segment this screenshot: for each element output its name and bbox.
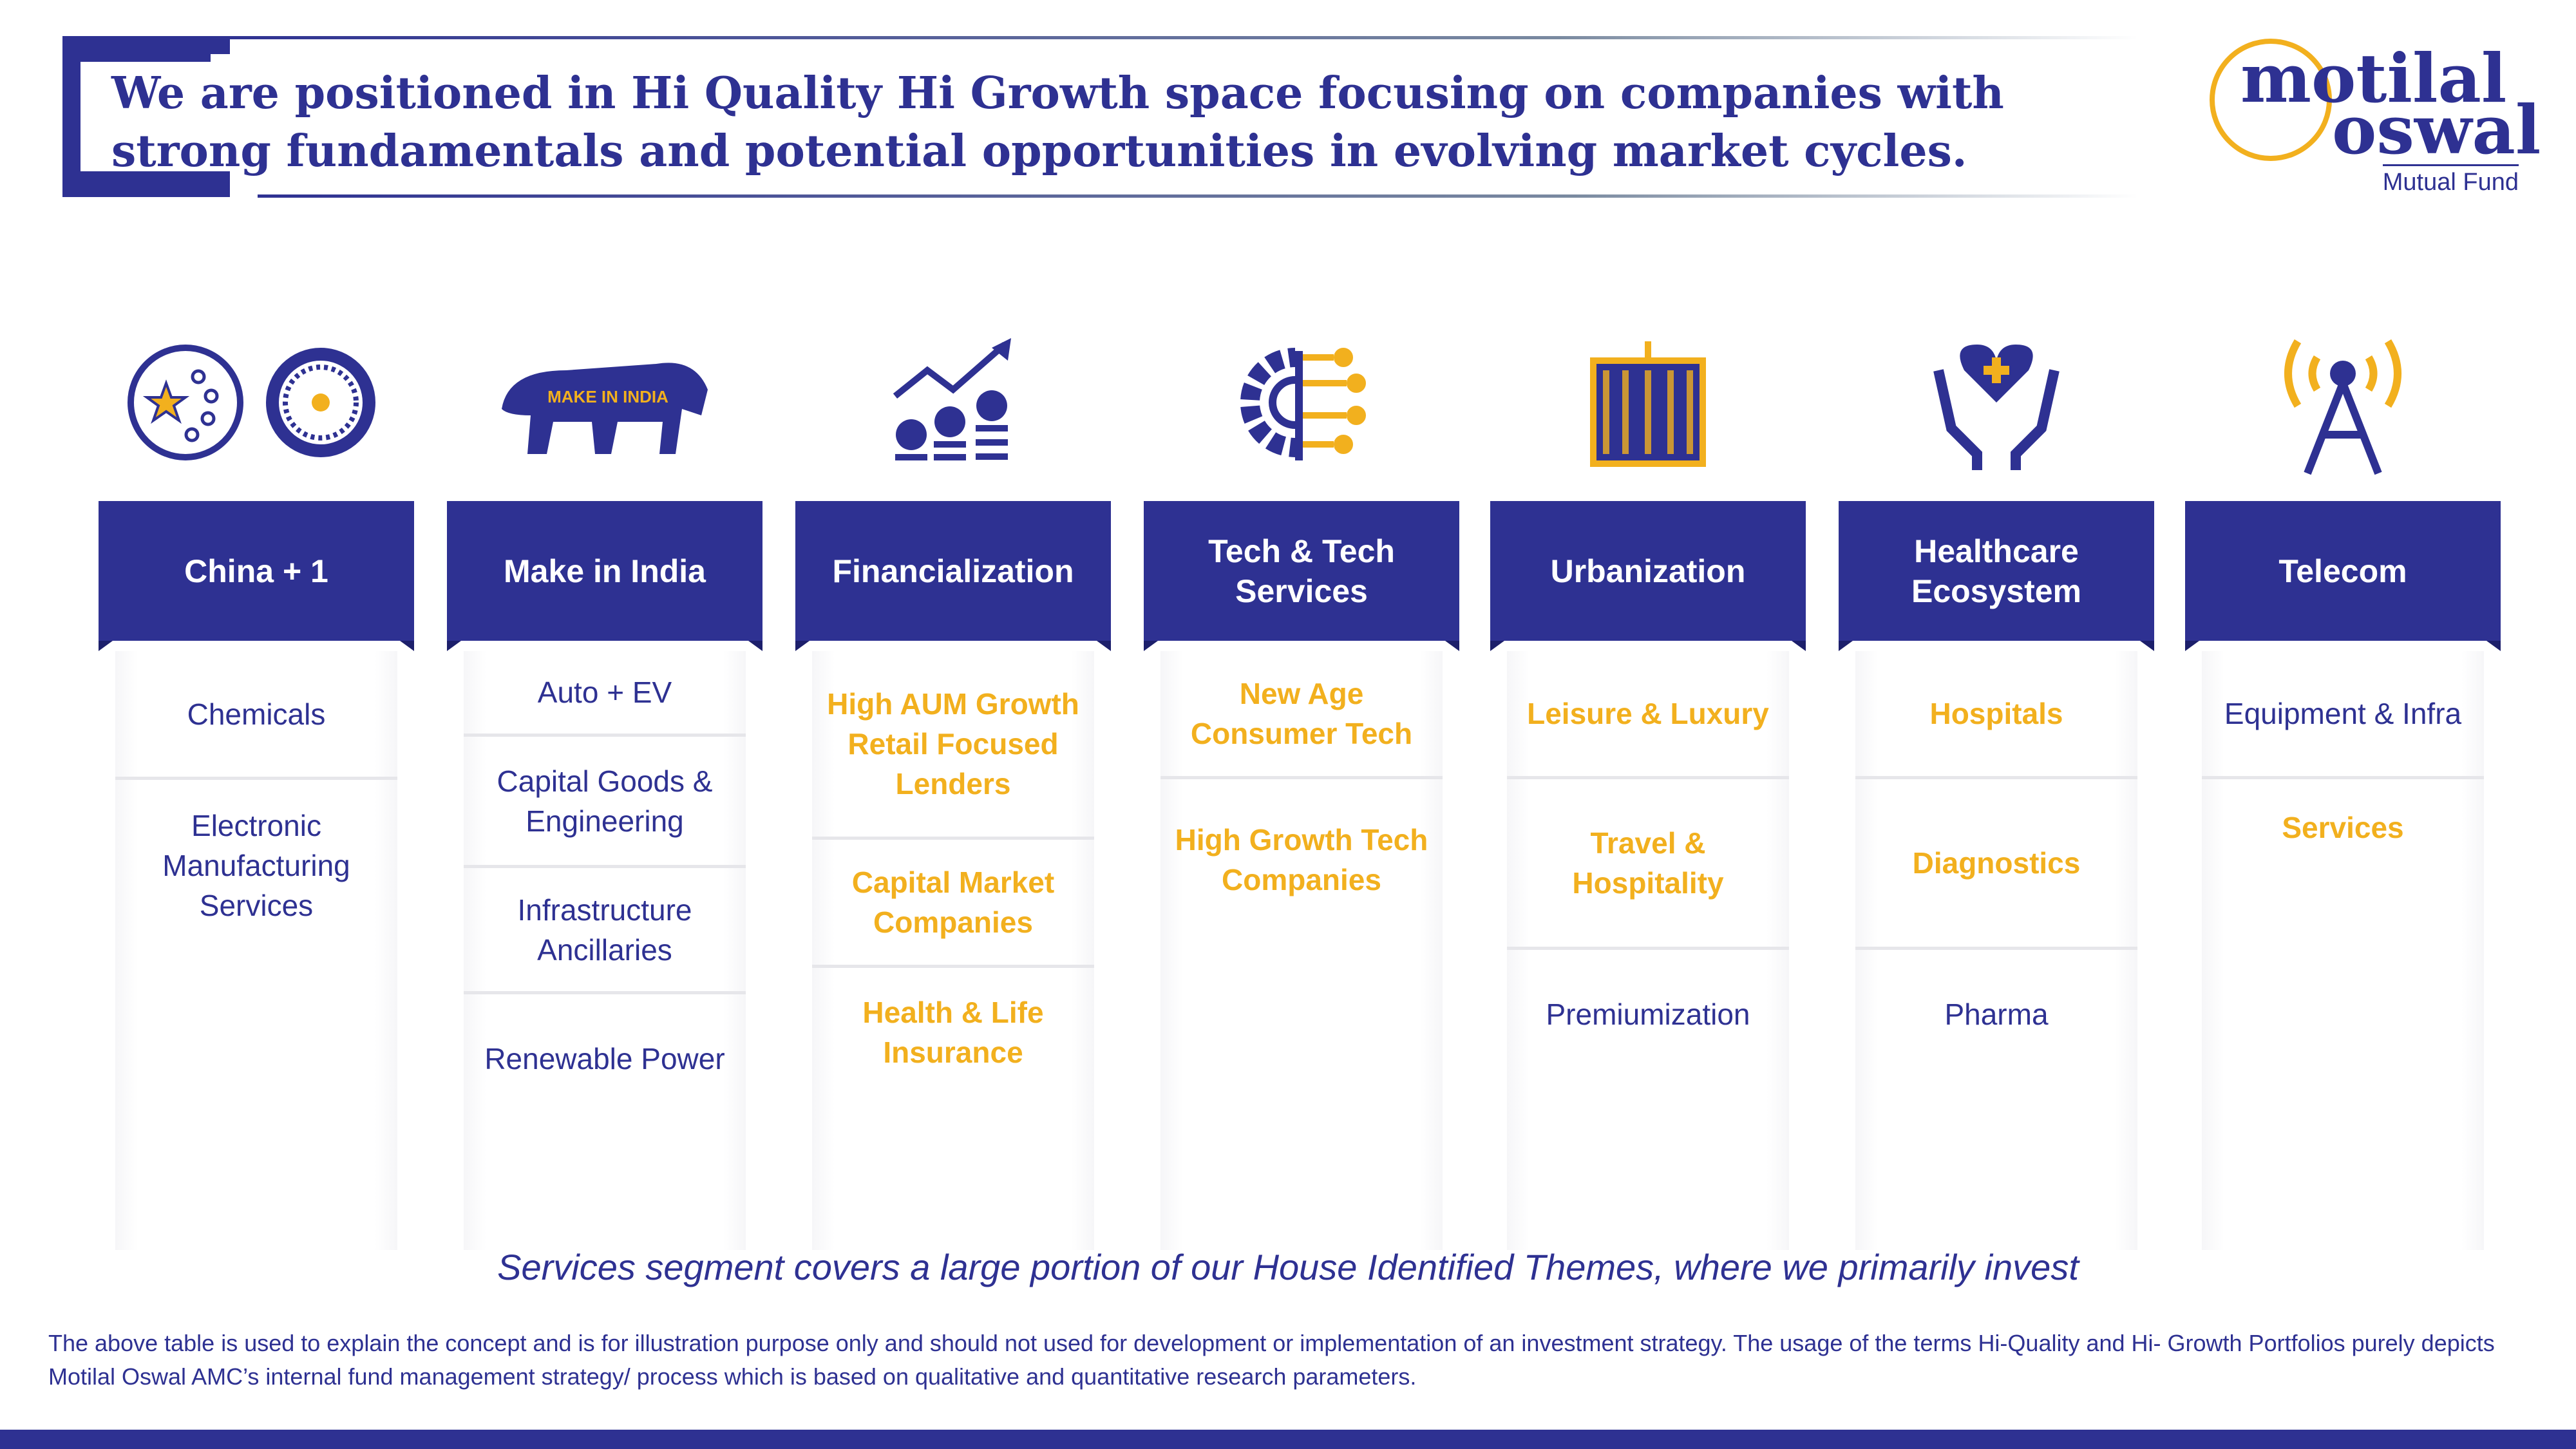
theme-header: China + 1: [99, 501, 414, 651]
theme-header: Make in India: [447, 501, 762, 651]
header-bottom-line: [258, 194, 2138, 198]
motilal-oswal-logo: motilal oswal Mutual Fund: [2210, 32, 2541, 200]
theme-column: MAKE IN INDIA Make in India Auto + EV Capit…: [447, 328, 762, 1250]
page-title: We are positioned in Hi Quality Hi Growt…: [111, 68, 2004, 177]
theme-column: Tech & Tech Services New Age Consumer Tec…: [1144, 328, 1459, 1250]
theme-column: Urbanization Leisure & Luxury Travel & Hos…: [1490, 328, 1806, 1250]
theme-item: Travel & Hospitality: [1507, 779, 1789, 950]
theme-item: Chemicals: [115, 651, 397, 780]
svg-text:MAKE IN INDIA: MAKE IN INDIA: [547, 387, 668, 406]
theme-item: Electronic Manufacturing Services: [162, 808, 350, 922]
theme-item: New Age Consumer Tech: [1160, 651, 1443, 779]
header-top-line: [206, 36, 2138, 39]
theme-item: High Growth Tech Companies: [1175, 823, 1428, 896]
theme-item: Pharma: [1944, 997, 2049, 1031]
make-in-india-lion-icon: MAKE IN INDIA: [447, 328, 762, 477]
header-bracket: [62, 36, 230, 197]
theme-header: Telecom: [2185, 501, 2501, 651]
theme-item: Equipment & Infra: [2202, 651, 2484, 779]
theme-item: Renewable Power: [484, 1041, 725, 1075]
tagline: Services segment covers a large portion …: [497, 1247, 2079, 1287]
theme-card: Hospitals Diagnostics Pharma: [1855, 651, 2137, 1250]
theme-item: Hospitals: [1855, 651, 2137, 779]
theme-card: Chemicals Electronic Manufacturing Servic…: [115, 651, 397, 1250]
theme-item: Capital Goods & Engineering: [464, 737, 746, 868]
theme-item: High AUM Growth Retail Focused Lenders: [812, 651, 1094, 840]
theme-header: Healthcare Ecosystem: [1839, 501, 2154, 651]
theme-item: Capital Market Companies: [812, 840, 1094, 968]
bottom-bar: [0, 1430, 2576, 1449]
theme-item: Infrastructure Ancillaries: [464, 868, 746, 994]
theme-column: Telecom Equipment & Infra Services: [2185, 328, 2501, 1250]
theme-header: Urbanization: [1490, 501, 1806, 651]
theme-card: Equipment & Infra Services: [2202, 651, 2484, 1250]
logo-ring: [2210, 39, 2332, 161]
theme-item: Premiumization: [1546, 997, 1750, 1031]
logo-line2: oswal: [2332, 90, 2541, 169]
city-buildings-icon: [1490, 328, 1806, 477]
rupee-growth-chart-icon: [795, 328, 1111, 477]
theme-card: Leisure & Luxury Travel & Hospitality Prem…: [1507, 651, 1789, 1250]
theme-card: New Age Consumer Tech High Growth Tech Co…: [1160, 651, 1443, 1250]
theme-item: Auto + EV: [464, 651, 746, 737]
antenna-tower-icon: [2185, 328, 2501, 477]
china-plus-one-icon: [99, 328, 414, 477]
theme-card: Auto + EV Capital Goods & Engineering Infr…: [464, 651, 746, 1250]
gear-circuit-icon: [1144, 328, 1459, 477]
theme-header: Financialization: [795, 501, 1111, 651]
theme-column: Financialization High AUM Growth Retail F…: [795, 328, 1111, 1250]
theme-item: Services: [2282, 811, 2404, 844]
theme-column: Healthcare Ecosystem Hospitals Diagnostics…: [1839, 328, 2154, 1250]
theme-card: High AUM Growth Retail Focused Lenders Ca…: [812, 651, 1094, 1250]
hands-heart-icon: [1839, 328, 2154, 477]
logo-subtitle: Mutual Fund: [2382, 164, 2519, 196]
disclaimer: The above table is used to explain the c…: [48, 1330, 2495, 1390]
theme-header: Tech & Tech Services: [1144, 501, 1459, 651]
theme-item: Diagnostics: [1855, 779, 2137, 950]
theme-column: China + 1 Chemicals Electronic Manufacturi…: [99, 328, 414, 1250]
theme-item: Health & Life Insurance: [862, 995, 1044, 1069]
logo-line1: motilal: [2240, 39, 2507, 118]
theme-item: Leisure & Luxury: [1507, 651, 1789, 779]
